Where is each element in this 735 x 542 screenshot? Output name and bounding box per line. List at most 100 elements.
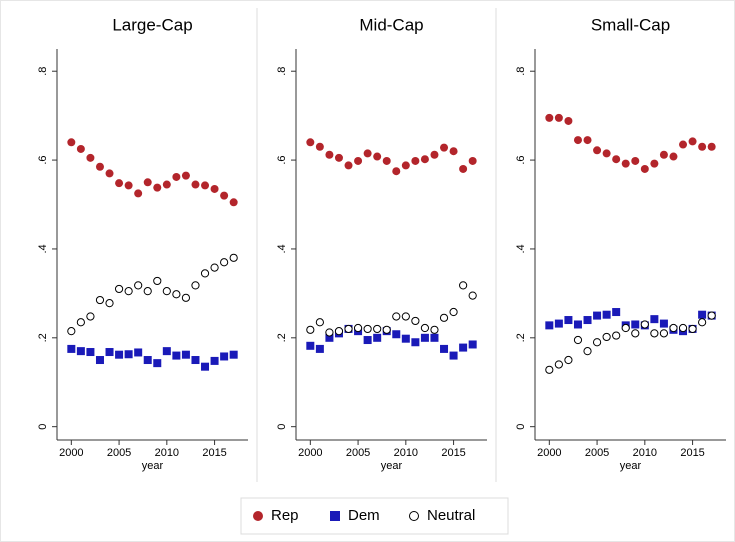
rep-point (382, 156, 391, 165)
neutral-point (401, 312, 410, 321)
x-axis-label: year (142, 460, 164, 472)
dem-point (162, 347, 171, 356)
rep-point (449, 147, 458, 156)
y-tick-label: 0 (515, 424, 527, 430)
rep-point (363, 149, 372, 158)
dem-point (181, 350, 190, 359)
dem-point (420, 333, 429, 342)
dem-point (191, 356, 200, 365)
rep-point (105, 169, 114, 178)
rep-point (67, 138, 76, 147)
rep-point (698, 142, 707, 151)
rep-point (411, 156, 420, 165)
dem-point (325, 333, 334, 342)
panel-title: Small-Cap (591, 15, 670, 34)
y-tick-label: .6 (37, 155, 49, 164)
neutral-point (411, 316, 420, 326)
neutral-point (468, 291, 477, 300)
dem-point (392, 330, 401, 339)
neutral-point (67, 327, 76, 336)
y-tick-label: .2 (276, 333, 288, 342)
neutral-point (325, 328, 334, 337)
y-tick-label: .4 (515, 244, 527, 253)
rep-point (650, 159, 659, 168)
dem-point (95, 356, 104, 365)
rep-point (468, 156, 477, 165)
rep-point (373, 152, 382, 161)
dem-point (545, 321, 554, 330)
rep-point (229, 198, 238, 207)
x-tick-label: 2015 (680, 447, 704, 459)
neutral-point (86, 312, 95, 321)
rep-point (631, 156, 640, 165)
x-tick-label: 2005 (346, 447, 370, 459)
x-tick-label: 2010 (155, 447, 179, 459)
rep-point (583, 136, 592, 145)
legend-label: Dem (348, 507, 380, 524)
rep-point (76, 144, 85, 153)
neutral-point (315, 318, 324, 327)
neutral-point (678, 323, 688, 333)
y-tick-label: 0 (37, 424, 49, 430)
neutral-point (650, 329, 659, 338)
rep-point (545, 113, 554, 122)
neutral-point (459, 281, 468, 290)
x-tick-label: 2000 (59, 447, 83, 459)
dem-point (449, 351, 458, 360)
neutral-point (181, 293, 191, 302)
dem-point (631, 320, 640, 329)
dem-point (363, 336, 372, 345)
dem-point (220, 352, 229, 361)
rep-point (459, 164, 468, 173)
dem-point (115, 350, 124, 359)
rep-point (181, 171, 190, 180)
dem-point (124, 350, 133, 359)
neutral-point (363, 324, 372, 334)
dem-point (76, 347, 85, 356)
neutral-point (220, 258, 229, 267)
neutral-point (306, 325, 315, 334)
neutral-point (573, 335, 583, 345)
dem-point (612, 308, 621, 317)
dem-point (554, 319, 563, 328)
y-tick-label: .8 (37, 67, 49, 76)
dem-point (440, 344, 449, 353)
rep-point (162, 180, 171, 189)
x-tick-label: 2010 (394, 447, 418, 459)
dem-point (583, 316, 592, 325)
neutral-point (200, 269, 210, 278)
x-tick-label: 2005 (585, 447, 609, 459)
rep-point (191, 180, 200, 189)
neutral-point (449, 307, 458, 317)
neutral-point (143, 287, 152, 296)
rep-point (554, 113, 563, 122)
rep-point (344, 161, 353, 170)
x-tick-label: 2015 (441, 447, 465, 459)
rep-point (153, 183, 162, 192)
y-tick-label: .6 (515, 155, 527, 164)
dem-point (172, 351, 181, 360)
dem-point (659, 319, 668, 328)
y-tick-label: .8 (276, 67, 288, 76)
rep-point (210, 184, 219, 193)
dem-point (468, 340, 477, 349)
neutral-point (210, 263, 219, 272)
neutral-point (344, 324, 353, 334)
rep-point (392, 167, 401, 176)
x-axis-label: year (620, 460, 642, 472)
neutral-point (621, 323, 630, 333)
neutral-point (105, 299, 114, 308)
x-tick-label: 2000 (537, 447, 561, 459)
y-tick-label: .2 (515, 333, 527, 342)
y-tick-label: .4 (276, 244, 288, 253)
neutral-point (612, 331, 621, 340)
neutral-point (334, 327, 344, 336)
y-tick-label: .2 (37, 333, 49, 342)
neutral-point (353, 323, 363, 333)
neutral-point (640, 320, 649, 329)
neutral-point (564, 355, 573, 365)
x-tick-label: 2010 (633, 447, 657, 459)
dem-point (229, 350, 238, 359)
rep-point (621, 159, 630, 168)
